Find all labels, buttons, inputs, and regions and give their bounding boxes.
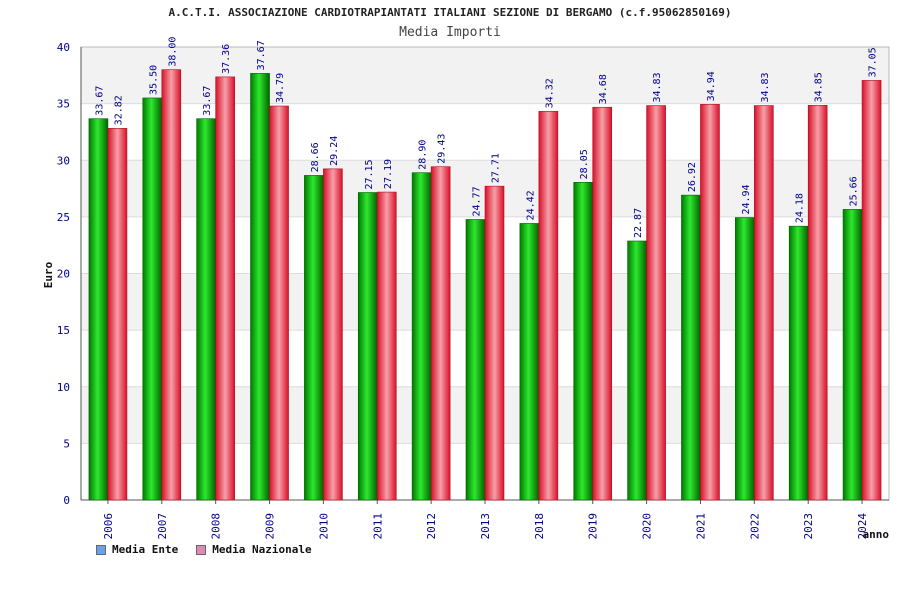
data-label-media-nazionale: 38.00 bbox=[167, 37, 178, 67]
bar-media-ente bbox=[304, 175, 324, 501]
x-tick-label: 2018 bbox=[533, 513, 546, 540]
x-tick-label: 2007 bbox=[156, 513, 169, 540]
bar-media-ente bbox=[842, 209, 863, 501]
x-tick-label: 2009 bbox=[264, 513, 277, 540]
data-label-media-ente: 24.42 bbox=[525, 190, 536, 220]
data-label-media-ente: 33.67 bbox=[94, 86, 105, 116]
bar-media-ente bbox=[411, 172, 432, 501]
data-label-media-ente: 22.87 bbox=[633, 208, 644, 238]
data-label-media-ente: 35.50 bbox=[148, 65, 159, 95]
x-tick-label: 2008 bbox=[210, 513, 223, 540]
bar-media-ente bbox=[519, 223, 540, 501]
data-label-media-nazionale: 27.71 bbox=[491, 153, 502, 183]
data-label-media-nazionale: 37.36 bbox=[221, 44, 232, 74]
y-tick-label: 0 bbox=[63, 494, 70, 507]
data-label-media-nazionale: 34.83 bbox=[760, 72, 771, 102]
data-label-media-ente: 28.05 bbox=[579, 149, 590, 179]
bar-media-nazionale bbox=[646, 105, 666, 501]
x-tick-label: 2013 bbox=[479, 513, 492, 540]
y-tick-label: 30 bbox=[57, 154, 70, 167]
data-label-media-ente: 26.92 bbox=[687, 162, 698, 192]
data-label-media-nazionale: 29.24 bbox=[329, 136, 340, 166]
data-label-media-ente: 24.18 bbox=[795, 193, 806, 223]
data-label-media-nazionale: 34.79 bbox=[275, 73, 286, 103]
x-tick-label: 2024 bbox=[856, 513, 869, 540]
legend-label-ente: Media Ente bbox=[112, 543, 179, 556]
data-label-media-nazionale: 37.05 bbox=[868, 47, 879, 77]
data-label-media-ente: 24.77 bbox=[472, 186, 483, 216]
bar-media-nazionale bbox=[807, 105, 828, 501]
x-tick-label: 2022 bbox=[748, 513, 761, 540]
bar-media-nazionale bbox=[430, 166, 451, 501]
bar-media-ente bbox=[142, 97, 163, 501]
chart-title: A.C.T.I. ASSOCIAZIONE CARDIOTRAPIANTATI … bbox=[168, 6, 732, 19]
bar-media-ente bbox=[735, 217, 755, 501]
x-tick-label: 2023 bbox=[802, 513, 815, 540]
legend-item-nazionale: Media Nazionale bbox=[196, 543, 312, 556]
y-tick-label: 40 bbox=[57, 41, 70, 54]
bar-media-ente bbox=[788, 225, 809, 501]
data-label-media-nazionale: 27.19 bbox=[383, 159, 394, 189]
legend-item-ente: Media Ente bbox=[96, 543, 178, 556]
bar-media-ente bbox=[196, 118, 216, 501]
bar-media-ente bbox=[573, 182, 594, 501]
bar-media-nazionale bbox=[376, 191, 397, 501]
chart-subtitle: Media Importi bbox=[399, 25, 501, 40]
y-tick-label: 25 bbox=[57, 211, 70, 224]
bar-media-nazionale bbox=[107, 128, 128, 501]
data-label-media-nazionale: 34.68 bbox=[598, 74, 609, 104]
bar-media-nazionale bbox=[861, 80, 882, 501]
bar-media-nazionale bbox=[592, 106, 613, 501]
bar-media-nazionale bbox=[269, 105, 289, 501]
x-tick-label: 2011 bbox=[371, 513, 384, 540]
x-tick-label: 2012 bbox=[425, 513, 438, 540]
data-label-media-nazionale: 29.43 bbox=[437, 134, 448, 164]
y-tick-label: 20 bbox=[57, 268, 70, 281]
data-label-media-ente: 27.15 bbox=[364, 159, 375, 189]
data-label-media-nazionale: 32.82 bbox=[113, 95, 124, 125]
y-tick-label: 15 bbox=[57, 324, 70, 337]
bar-media-nazionale bbox=[754, 105, 774, 501]
x-tick-label: 2006 bbox=[102, 513, 115, 540]
bar-media-nazionale bbox=[538, 111, 559, 501]
bar-media-nazionale bbox=[215, 76, 235, 501]
x-tick-label: 2010 bbox=[317, 513, 330, 540]
bar-media-ente bbox=[357, 192, 378, 501]
data-label-media-nazionale: 34.85 bbox=[814, 72, 825, 102]
bar-media-nazionale bbox=[484, 185, 505, 501]
bar-media-nazionale bbox=[700, 104, 720, 501]
x-tick-label: 2021 bbox=[694, 513, 707, 540]
bar-media-nazionale bbox=[161, 69, 182, 501]
y-axis-label: Euro bbox=[42, 261, 55, 288]
x-axis-label: anno bbox=[863, 528, 890, 541]
bar-media-ente bbox=[250, 73, 270, 501]
data-label-media-ente: 24.94 bbox=[741, 184, 752, 214]
legend: Media Ente Media Nazionale bbox=[96, 543, 312, 556]
x-tick-label: 2020 bbox=[641, 513, 654, 540]
data-label-media-ente: 25.66 bbox=[849, 176, 860, 206]
data-label-media-nazionale: 34.83 bbox=[652, 72, 663, 102]
data-label-media-ente: 37.67 bbox=[256, 40, 267, 70]
y-tick-label: 35 bbox=[57, 98, 70, 111]
data-label-media-nazionale: 34.32 bbox=[544, 78, 555, 108]
bar-media-ente bbox=[681, 194, 701, 501]
data-label-media-nazionale: 34.94 bbox=[706, 71, 717, 101]
bar-media-ente bbox=[88, 118, 109, 501]
y-tick-label: 10 bbox=[57, 381, 70, 394]
data-label-media-ente: 33.67 bbox=[202, 86, 213, 116]
data-label-media-ente: 28.90 bbox=[418, 140, 429, 170]
y-tick-label: 5 bbox=[63, 437, 70, 450]
legend-swatch-ente bbox=[96, 544, 106, 555]
legend-swatch-nazionale bbox=[196, 544, 207, 555]
bar-media-nazionale bbox=[323, 168, 343, 501]
legend-label-nazionale: Media Nazionale bbox=[212, 543, 312, 556]
x-tick-label: 2019 bbox=[587, 513, 600, 540]
bar-media-ente bbox=[465, 219, 486, 501]
bar-media-ente bbox=[627, 240, 647, 501]
data-label-media-ente: 28.66 bbox=[310, 142, 321, 172]
